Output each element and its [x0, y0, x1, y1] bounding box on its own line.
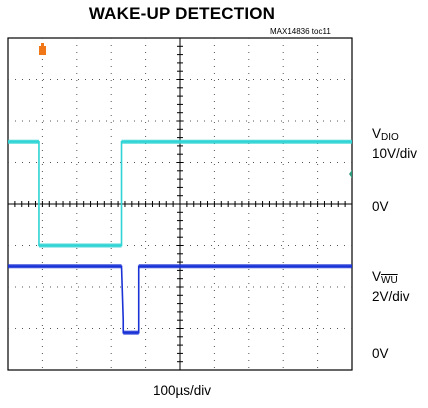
trigger-icon: [39, 46, 46, 55]
figure-id: MAX14836 toc11: [270, 27, 331, 36]
ch1-zero-label: 0V: [372, 199, 389, 214]
trace-band-wu: [8, 264, 39, 269]
x-axis-label: 100µs/div: [152, 383, 212, 398]
trace-band-wu: [138, 264, 352, 269]
chart-title: WAKE-UP DETECTION: [88, 4, 276, 23]
ch2-zero-label: 0V: [372, 346, 389, 361]
ground-marker: [349, 170, 352, 178]
ch2-label: VWU 2V/div: [372, 269, 410, 304]
trace-band-dio: [38, 243, 122, 248]
grid: [7, 37, 353, 371]
trace-band-dio: [138, 139, 352, 144]
trigger-marker: [39, 43, 46, 55]
ch1-label: VDIO 10V/div: [372, 126, 418, 161]
trace-band-wu: [38, 264, 122, 269]
ch2-scale: 2V/div: [372, 289, 410, 304]
trace-band-dio: [121, 139, 124, 144]
trace-band-dio: [8, 139, 39, 144]
traces: [8, 139, 352, 335]
ch1-scale: 10V/div: [372, 146, 418, 161]
trace-band-wu: [123, 330, 139, 335]
trace-band-dio: [123, 139, 139, 144]
